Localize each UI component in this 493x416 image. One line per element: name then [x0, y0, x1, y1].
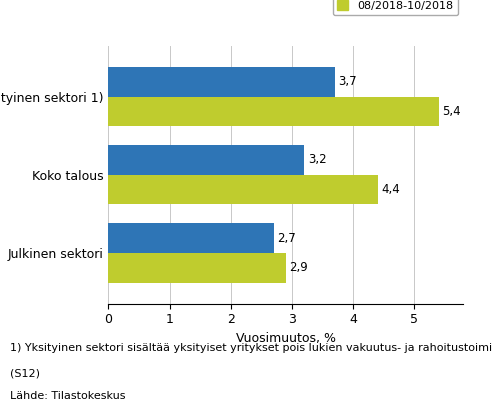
Bar — [108, 67, 335, 97]
X-axis label: Vuosimuutos, %: Vuosimuutos, % — [236, 332, 336, 345]
Text: 5,4: 5,4 — [443, 105, 461, 118]
Bar — [108, 97, 439, 126]
Text: 1) Yksityinen sektori sisältää yksityiset yritykset pois lukien vakuutus- ja rah: 1) Yksityinen sektori sisältää yksityise… — [10, 343, 493, 353]
Text: 3,7: 3,7 — [339, 75, 357, 88]
Bar — [108, 175, 378, 204]
Bar — [108, 223, 274, 253]
Text: 4,4: 4,4 — [382, 183, 400, 196]
Text: 3,2: 3,2 — [308, 154, 326, 166]
Text: Lähde: Tilastokeskus: Lähde: Tilastokeskus — [10, 391, 125, 401]
Text: (S12): (S12) — [10, 368, 40, 378]
Text: 2,7: 2,7 — [278, 232, 296, 245]
Bar — [108, 145, 304, 175]
Bar — [108, 253, 286, 282]
Text: 2,9: 2,9 — [289, 261, 308, 274]
Legend: 08/2019-10/2019, 08/2018-10/2018: 08/2019-10/2019, 08/2018-10/2018 — [333, 0, 458, 15]
